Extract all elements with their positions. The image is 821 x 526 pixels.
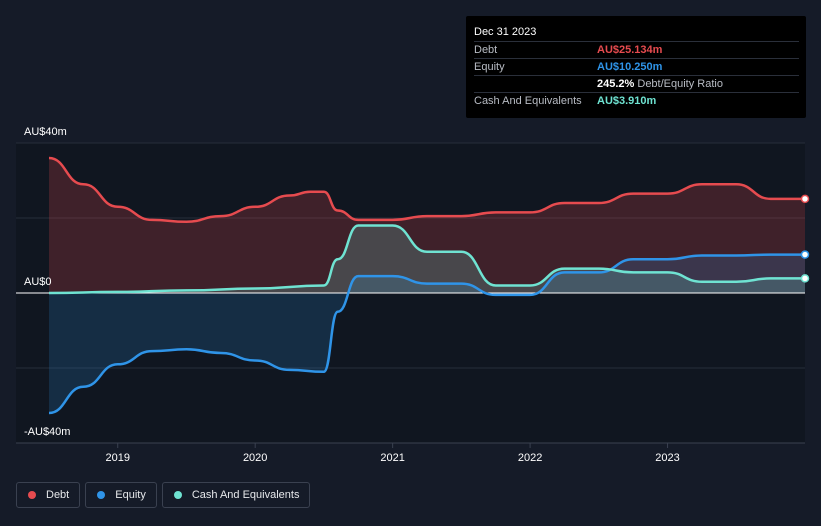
tooltip-label: Equity: [474, 61, 505, 73]
endpoint-equity: [800, 250, 810, 259]
tooltip-value: AU$3.910m: [597, 95, 657, 107]
legend-dot-icon: [97, 491, 106, 499]
x-tick-label: 2021: [380, 452, 404, 464]
line-cash-and-equivalents: [48, 224, 805, 295]
data-tooltip: Dec 31 2023 Debt AU$25.134m Equity AU$10…: [466, 16, 806, 118]
legend-dot-icon: [28, 491, 36, 499]
y-tick-label: -AU$40m: [24, 426, 70, 438]
chart-legend: Debt Equity Cash And Equivalents: [16, 482, 311, 508]
tooltip-value: AU$25.134m: [597, 44, 663, 56]
legend-item-cash[interactable]: Cash And Equivalents: [161, 482, 311, 508]
series-lines: [16, 156, 805, 415]
line-debt: [48, 156, 805, 224]
line-equity: [48, 253, 805, 415]
tooltip-ratio-suffix: Debt/Equity Ratio: [637, 78, 723, 90]
y-tick-label: AU$0: [24, 276, 52, 288]
tooltip-label: Debt: [474, 44, 498, 56]
x-tick-label: 2022: [518, 452, 542, 464]
legend-dot-icon: [173, 491, 182, 499]
tooltip-row-cash: Cash And Equivalents AU$3.910m: [474, 92, 799, 109]
tooltip-row-ratio: 245.2% Debt/Equity Ratio: [474, 75, 799, 92]
x-tick-label: 2023: [655, 452, 679, 464]
series-endpoints: [800, 194, 810, 283]
area-cash-and-equivalents: [49, 225, 805, 293]
x-tick-label: 2019: [105, 452, 129, 464]
x-axis-labels: 2019 2020 2021 2022 2023: [105, 452, 679, 464]
tooltip-label: [474, 76, 597, 92]
legend-item-debt[interactable]: Debt: [16, 482, 81, 508]
series-areas: [49, 158, 805, 413]
area-equity: [49, 254, 805, 413]
legend-label: Equity: [115, 489, 146, 501]
tooltip-date: Dec 31 2023: [474, 26, 537, 38]
x-tick-label: 2020: [243, 452, 267, 464]
tooltip-label: Cash And Equivalents: [474, 95, 582, 107]
tooltip-row-equity: Equity AU$10.250m: [474, 58, 799, 75]
legend-label: Debt: [46, 489, 70, 501]
tooltip-value: AU$10.250m: [597, 61, 663, 73]
y-tick-label: AU$40m: [24, 126, 67, 138]
tooltip-value: 245.2%: [597, 78, 635, 90]
y-axis-labels: AU$40m AU$0 -AU$40m: [24, 126, 70, 438]
endpoint-debt: [800, 194, 810, 204]
legend-item-equity[interactable]: Equity: [85, 482, 157, 508]
tooltip-row-debt: Debt AU$25.134m: [474, 41, 799, 58]
legend-label: Cash And Equivalents: [191, 489, 300, 501]
area-debt: [49, 158, 805, 293]
endpoint-cash-and-equivalents: [800, 274, 810, 283]
